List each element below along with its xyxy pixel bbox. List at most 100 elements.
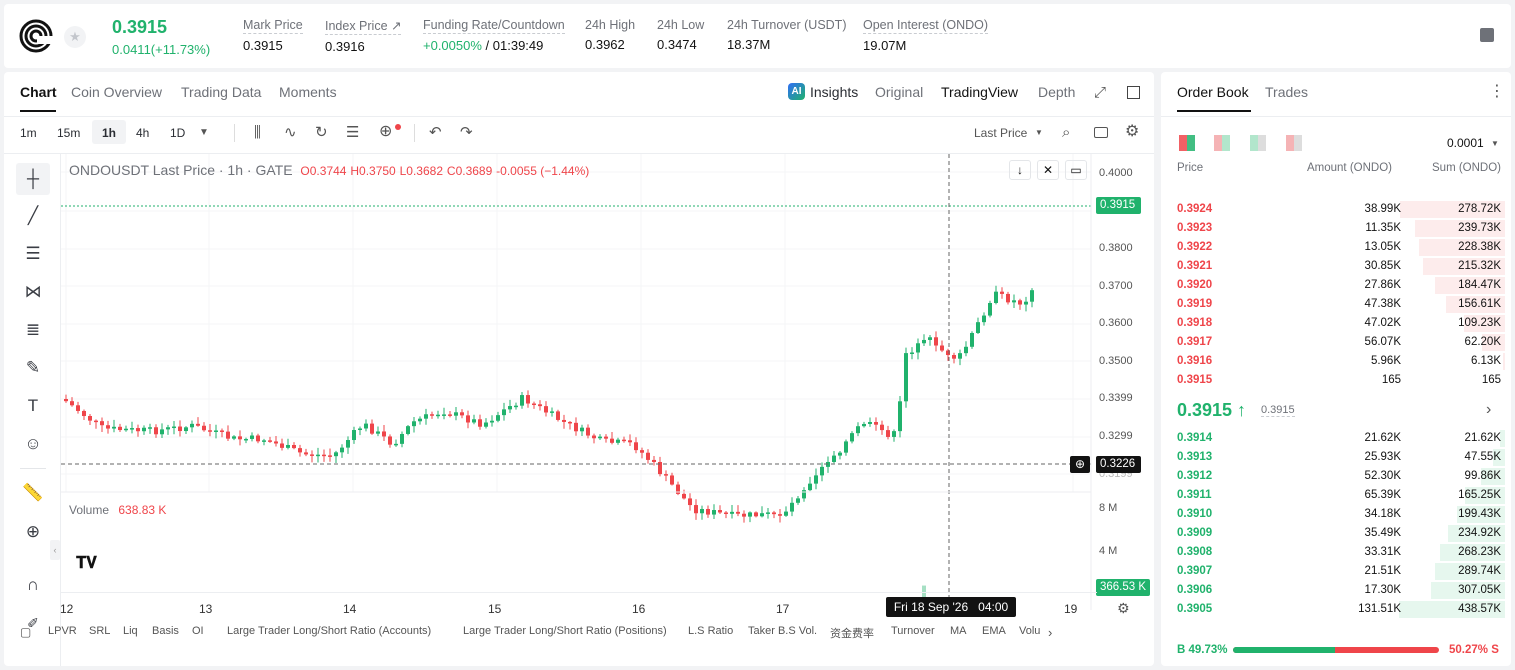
trend-line-tool-icon[interactable]: ╱ — [27, 206, 39, 225]
ask-row[interactable]: 0.3918 47.02K 109.23K — [1161, 314, 1511, 333]
notebook-icon[interactable] — [1480, 28, 1494, 42]
indicator-oi[interactable]: OI — [192, 625, 204, 637]
pencil-lock-icon[interactable]: ✐ — [27, 614, 39, 631]
tab-trades[interactable]: Trades — [1265, 84, 1309, 100]
indicator-funding-rate[interactable]: 资金费率 — [830, 628, 874, 640]
interval-15m[interactable]: 15m — [57, 126, 81, 140]
compare-icon[interactable]: ↻ — [315, 124, 328, 141]
insights-button[interactable]: Insights — [810, 84, 859, 100]
indicator-lsr-positions[interactable]: Large Trader Long/Short Ratio (Positions… — [463, 625, 667, 637]
tab-moments[interactable]: Moments — [279, 84, 337, 100]
indicator-ma[interactable]: MA — [950, 625, 967, 637]
text-tool-icon[interactable]: T — [27, 396, 39, 415]
more-options-icon[interactable]: ⋮ — [1489, 83, 1505, 100]
candle-type-icon[interactable]: ⫼ — [254, 124, 261, 141]
magnet-tool-icon[interactable]: ∩ — [26, 575, 40, 594]
redo-icon[interactable]: ↷ — [460, 124, 473, 141]
bid-row[interactable]: 0.3909 35.49K 234.92K — [1161, 524, 1511, 543]
candlestick-chart[interactable] — [61, 154, 1154, 610]
indicator-lpvr[interactable]: LPVR — [48, 625, 77, 637]
indicators-icon[interactable]: ∿ — [284, 124, 297, 141]
view-asks-icon[interactable] — [1286, 135, 1302, 151]
expand-icon[interactable]: ⤢ — [1094, 84, 1107, 101]
gear-icon[interactable]: ⚙ — [1125, 123, 1140, 140]
indicator-menu-icon[interactable]: ▢ — [20, 625, 32, 639]
tab-coin-overview[interactable]: Coin Overview — [71, 84, 163, 100]
chevron-right-icon[interactable]: › — [1048, 625, 1053, 640]
ask-row[interactable]: 0.3917 56.07K 62.20K — [1161, 333, 1511, 352]
bid-row[interactable]: 0.3913 25.93K 47.55K — [1161, 448, 1511, 467]
zoom-in-tool-icon[interactable]: ⊕ — [25, 522, 41, 541]
search-icon[interactable]: ⌕ — [1062, 124, 1071, 141]
view-depth[interactable]: Depth — [1038, 84, 1076, 100]
scroll-down-icon[interactable]: ↓ — [1009, 160, 1031, 180]
ask-row[interactable]: 0.3923 11.35K 239.73K — [1161, 219, 1511, 238]
indicator-volume[interactable]: Volu — [1019, 625, 1041, 637]
ask-row[interactable]: 0.3920 27.86K 184.47K — [1161, 276, 1511, 295]
interval-4h[interactable]: 4h — [136, 126, 150, 140]
bid-row[interactable]: 0.3914 21.62K 21.62K — [1161, 429, 1511, 448]
ruler-tool-icon[interactable]: 📏 — [22, 483, 44, 502]
depth-bar — [1502, 353, 1505, 370]
interval-1m[interactable]: 1m — [20, 126, 37, 140]
indicator-turnover[interactable]: Turnover — [891, 625, 935, 637]
favorite-star-icon[interactable]: ★ — [64, 26, 86, 48]
interval-dropdown-icon[interactable]: ▼ — [199, 127, 209, 138]
maximize-pane-icon[interactable]: ▭ — [1065, 160, 1087, 180]
indicator-liq[interactable]: Liq — [123, 625, 138, 637]
camera-icon[interactable] — [1094, 127, 1108, 138]
ask-row[interactable]: 0.3919 47.38K 156.61K — [1161, 295, 1511, 314]
add-indicator-icon[interactable]: ⊕ — [379, 123, 393, 140]
candle-body — [442, 414, 446, 416]
price-type-select[interactable]: Last Price — [974, 126, 1028, 140]
bid-row[interactable]: 0.3910 34.18K 199.43K — [1161, 505, 1511, 524]
indicator-ls-ratio[interactable]: L.S Ratio — [688, 625, 734, 637]
bid-row[interactable]: 0.3908 33.31K 268.23K — [1161, 543, 1511, 562]
view-split-icon[interactable] — [1214, 135, 1230, 151]
low-24h-stat: 24h Low 0.3474 — [657, 18, 705, 52]
tab-order-book[interactable]: Order Book — [1177, 84, 1249, 100]
ask-row[interactable]: 0.3915 165 165 — [1161, 371, 1511, 390]
x-tick: 15 — [488, 602, 502, 616]
ask-row[interactable]: 0.3922 13.05K 228.38K — [1161, 238, 1511, 257]
add-alert-icon[interactable]: ⊕ — [1070, 456, 1090, 473]
fib-tool-icon[interactable]: ≣ — [25, 320, 41, 339]
ask-row[interactable]: 0.3916 5.96K 6.13K — [1161, 352, 1511, 371]
indicator-srl[interactable]: SRL — [89, 625, 111, 637]
interval-1d[interactable]: 1D — [170, 126, 186, 140]
bid-row[interactable]: 0.3905 131.51K 438.57K — [1161, 600, 1511, 619]
crosshair-tool-icon[interactable]: ┼ — [16, 163, 50, 195]
bid-row[interactable]: 0.3912 52.30K 99.86K — [1161, 467, 1511, 486]
view-tradingview[interactable]: TradingView — [941, 84, 1019, 100]
collapse-toolbar-icon[interactable]: ‹ — [50, 540, 60, 560]
tab-trading-data[interactable]: Trading Data — [181, 84, 262, 100]
ask-row[interactable]: 0.3924 38.99K 278.72K — [1161, 200, 1511, 219]
chevron-down-icon[interactable]: ▼ — [1035, 128, 1043, 137]
pattern-tool-icon[interactable]: ⋈ — [24, 282, 42, 301]
tab-chart[interactable]: Chart — [20, 84, 57, 100]
chevron-right-icon[interactable]: › — [1486, 401, 1492, 418]
precision-select[interactable]: 0.0001 — [1447, 136, 1484, 150]
indicator-basis[interactable]: Basis — [152, 625, 179, 637]
reset-view-icon[interactable]: ⚙ — [1117, 600, 1130, 616]
interval-1h[interactable]: 1h — [102, 126, 117, 140]
undo-icon[interactable]: ↶ — [429, 124, 442, 141]
bid-row[interactable]: 0.3906 17.30K 307.05K — [1161, 581, 1511, 600]
emoji-tool-icon[interactable]: ☺ — [24, 434, 42, 453]
indicator-ema[interactable]: EMA — [982, 625, 1006, 637]
view-original[interactable]: Original — [875, 84, 924, 100]
brush-tool-icon[interactable]: ✎ — [25, 358, 41, 377]
bid-row[interactable]: 0.3907 21.51K 289.74K — [1161, 562, 1511, 581]
indicator-taker-vol[interactable]: Taker B.S Vol. — [748, 625, 818, 637]
index-price-stat[interactable]: Index Price ↗ 0.3916 — [325, 19, 402, 54]
window-icon[interactable] — [1127, 86, 1140, 99]
indicator-lsr-accounts[interactable]: Large Trader Long/Short Ratio (Accounts) — [227, 625, 432, 637]
chevron-down-icon[interactable]: ▼ — [1491, 139, 1499, 148]
horizontal-lines-tool-icon[interactable]: ☰ — [25, 244, 41, 263]
view-bids-icon[interactable] — [1250, 135, 1266, 151]
view-both-icon[interactable] — [1179, 135, 1195, 151]
collapse-pane-icon[interactable]: ✕ — [1037, 160, 1059, 180]
template-icon[interactable]: ☰ — [346, 124, 360, 141]
ask-row[interactable]: 0.3921 30.85K 215.32K — [1161, 257, 1511, 276]
bid-row[interactable]: 0.3911 65.39K 165.25K — [1161, 486, 1511, 505]
